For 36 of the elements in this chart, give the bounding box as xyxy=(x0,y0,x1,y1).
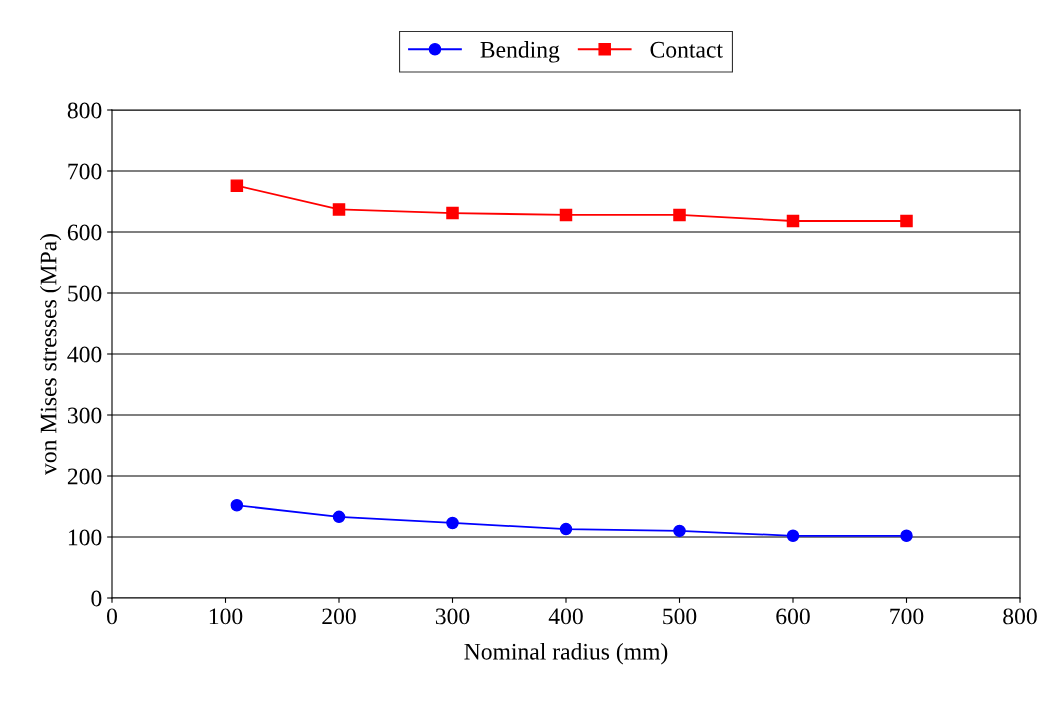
x-tick-label: 500 xyxy=(663,608,697,625)
point xyxy=(446,206,459,220)
point xyxy=(786,529,800,543)
y-tick-label: 200 xyxy=(67,468,102,485)
point xyxy=(230,499,244,512)
y-axis-title: von Mises stresses (MPa) xyxy=(39,234,62,476)
point xyxy=(673,208,686,222)
x-tick-label: 0 xyxy=(107,608,117,625)
x-tick-label: 100 xyxy=(209,608,243,625)
point xyxy=(559,208,573,222)
x-tick-label: 400 xyxy=(548,608,583,625)
point xyxy=(673,524,686,538)
y-tick-label: 700 xyxy=(68,163,102,180)
point xyxy=(559,522,573,536)
x-axis-title: Nominal radius (mm) xyxy=(464,643,668,665)
point xyxy=(332,203,346,216)
y-tick-label: 400 xyxy=(67,346,102,363)
point xyxy=(332,510,346,524)
point xyxy=(230,179,244,192)
x-tick-label: 800 xyxy=(1003,608,1037,625)
y-tick-label: 800 xyxy=(67,102,102,119)
point xyxy=(786,214,800,228)
point xyxy=(900,214,913,228)
x-tick-label: 600 xyxy=(776,608,810,625)
legend-label: Bending xyxy=(480,41,560,63)
x-tick-label: 700 xyxy=(890,608,924,625)
y-tick-label: 100 xyxy=(68,529,102,546)
point xyxy=(900,529,913,543)
x-tick-label: 200 xyxy=(322,608,356,625)
y-tick-label: 600 xyxy=(67,224,102,241)
legend-label: Contact xyxy=(650,41,723,58)
y-tick-label: 300 xyxy=(67,407,102,424)
y-tick-label: 0 xyxy=(91,590,102,607)
y-tick-label: 500 xyxy=(68,285,102,302)
point xyxy=(446,516,459,530)
x-tick-label: 300 xyxy=(435,608,470,625)
